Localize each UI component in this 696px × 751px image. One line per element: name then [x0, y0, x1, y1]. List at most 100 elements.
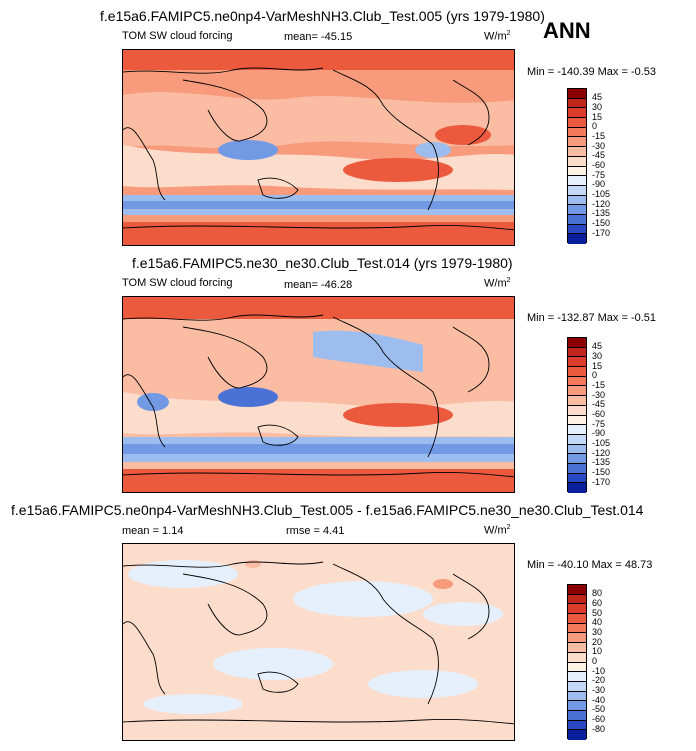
- panel-3-colorbar-tick: 10: [592, 646, 603, 657]
- panel-2-colorbar-tick: -90: [592, 428, 606, 439]
- panel-2-colorbar-swatch: [568, 376, 586, 387]
- panel-2-colorbar-swatch: [568, 444, 586, 455]
- panel-3-colorbar-tick: -80: [592, 723, 606, 734]
- panel-1-field-base: [123, 50, 514, 245]
- panel-1-colorbar-tick: -60: [592, 160, 606, 170]
- panel-1-colorbar-swatch: [568, 118, 586, 128]
- panel-3-colorbar-swatch: [568, 594, 586, 605]
- panel-2-colorbar-swatch: [568, 473, 586, 484]
- panel-3-field-neg-patch: [213, 648, 333, 680]
- panel-1-field-warmpool: [218, 140, 278, 160]
- panel-1-colorbar-tick: -90: [592, 179, 606, 190]
- panel-2-colorbar-swatch: [568, 347, 586, 358]
- panel-3-colorbar-tick: 20: [592, 636, 603, 647]
- panel-3-minmax-label: Min = -40.10 Max = 48.73: [527, 559, 653, 571]
- panel-1-units-label: W/m2: [484, 30, 511, 43]
- panel-1-colorbar-swatch: [568, 234, 586, 244]
- panel-3-coastlines: [123, 561, 514, 725]
- panel-1-colorbar-swatch: [568, 147, 586, 157]
- panel-2-field-antarctica: [123, 469, 514, 492]
- panel-3-colorbar-swatch: [568, 681, 586, 692]
- panel-1-colorbar-swatch: [568, 176, 586, 186]
- panel-3-colorbar-swatch: [568, 633, 586, 644]
- panel-2-colorbar-tick: -60: [592, 409, 606, 419]
- panel-2-colorbar-tick: 15: [592, 360, 603, 371]
- panel-1-colorbar-swatch: [568, 108, 586, 119]
- panel-3-colorbar-tick: 60: [592, 597, 603, 608]
- panel-2-map-svg: [123, 297, 514, 492]
- panel-3-map: [122, 543, 515, 741]
- panel-2-field-africa: [137, 393, 169, 411]
- panel-2-colorbar-swatch: [568, 434, 586, 445]
- panel-2-field-sc-pacific: [343, 403, 453, 427]
- panel-3-colorbar-swatch: [568, 643, 586, 653]
- panel-1-colorbar: [567, 88, 587, 244]
- panel-3-colorbar-tick: -10: [592, 665, 606, 676]
- panel-3-colorbar-tick: 80: [592, 588, 603, 599]
- panel-3-field-pos-patch: [245, 560, 261, 568]
- panel-3-units-label: W/m2: [484, 524, 511, 537]
- panel-2-colorbar-tick: -120: [592, 447, 611, 458]
- panel-1-colorbar-swatch: [568, 205, 586, 215]
- panel-1-colorbar-tick: -135: [592, 208, 611, 219]
- panel-2-colorbar-swatch: [568, 357, 586, 368]
- panel-3-colorbar-tick: 30: [592, 626, 603, 637]
- panel-1-colorbar-swatch: [568, 185, 586, 196]
- season-label: ANN: [543, 18, 591, 43]
- panel-2-coastlines: [123, 314, 514, 478]
- panel-3-field-neg-patch: [368, 670, 478, 698]
- panel-2-colorbar-tick: -105: [592, 438, 611, 449]
- panel-1-colorbar-tick: -120: [592, 198, 611, 209]
- panel-2-field-warmpool: [218, 387, 278, 407]
- panel-2-colorbar-tick: -170: [592, 476, 611, 487]
- panel-2-variable-label: TOM SW cloud forcing: [122, 277, 233, 289]
- panel-2-colorbar-swatch: [568, 367, 586, 377]
- panel-1-map-svg: [123, 50, 514, 245]
- panel-2-minmax-label: Min = -132.87 Max = -0.51: [527, 312, 657, 324]
- panel-1-field-nh-midlat: [123, 92, 514, 149]
- panel-1-colorbar-swatch: [568, 89, 586, 99]
- panel-1-coastlines: [123, 67, 514, 231]
- panel-1-minmax-label: Min = -140.39 Max = -0.53: [527, 66, 657, 78]
- panel-2-colorbar-tick: -75: [592, 418, 606, 429]
- panel-3-mean-label: mean = 1.14: [122, 525, 184, 537]
- panel-2-colorbar-swatch: [568, 386, 586, 397]
- panel-2-colorbar-tick: 45: [592, 341, 603, 352]
- panel-1-colorbar-tick: -150: [592, 218, 611, 229]
- panel-2-field-north-pacific: [313, 330, 423, 372]
- panel-1-colorbar-tick: 45: [592, 92, 603, 103]
- panel-1-title: f.e15a6.FAMIPC5.ne0np4-VarMeshNH3.Club_T…: [100, 8, 545, 24]
- panel-3-colorbar-tick: -40: [592, 694, 606, 705]
- panel-2-colorbar-swatch: [568, 454, 586, 464]
- panel-3-colorbar-swatch: [568, 720, 586, 731]
- panel-2-colorbar-tick: 0: [592, 370, 598, 381]
- panel-2-colorbar-tick: -15: [592, 379, 606, 390]
- panel-1-colorbar-swatch: [568, 214, 586, 225]
- panel-3-colorbar-tick: -30: [592, 685, 606, 696]
- panel-1-colorbar-tick: 15: [592, 111, 603, 122]
- panel-2-colorbar-tick: 30: [592, 350, 603, 361]
- panel-3-map-svg: [123, 544, 514, 740]
- panel-2-colorbar-tick: -30: [592, 389, 606, 400]
- panel-3-colorbar-swatch: [568, 672, 586, 682]
- panel-3-colorbar-tick: 40: [592, 617, 603, 628]
- panel-1-colorbar-tick: -15: [592, 130, 606, 141]
- panel-1-colorbar-tick: -105: [592, 189, 611, 200]
- panel-2-colorbar-swatch: [568, 396, 586, 406]
- panel-1-colorbar-swatch: [568, 224, 586, 235]
- panel-3-colorbar: [567, 584, 587, 740]
- panel-3-colorbar-swatch: [568, 614, 586, 624]
- panel-2-map: [122, 296, 515, 493]
- panel-2-colorbar-swatch: [568, 405, 586, 416]
- panel-3-colorbar-swatch: [568, 730, 586, 740]
- panel-2-field-southern-ocean-core: [123, 444, 514, 454]
- panel-3-field-neg-patch: [423, 602, 503, 626]
- panel-3-field-neg-patch: [293, 581, 433, 617]
- panel-1-colorbar-tick: -30: [592, 140, 606, 151]
- panel-3-colorbar-tick: -20: [592, 675, 606, 686]
- panel-2-colorbar-swatch: [568, 415, 586, 426]
- panel-3-colorbar-tick: 50: [592, 607, 603, 618]
- panel-3-colorbar-swatch: [568, 585, 586, 595]
- panel-3-field-neg-patch: [143, 694, 243, 714]
- panel-2-colorbar-tick: -135: [592, 457, 611, 468]
